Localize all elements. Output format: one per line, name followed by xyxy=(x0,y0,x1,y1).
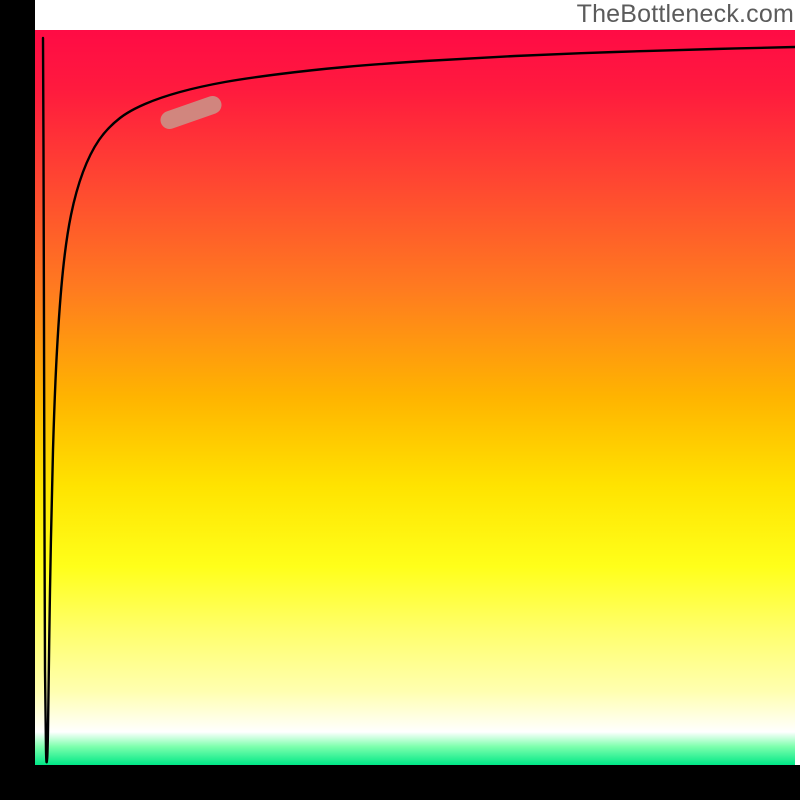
bottleneck-curve-chart xyxy=(0,0,800,800)
axis-left-frame xyxy=(0,0,35,800)
gradient-background xyxy=(35,30,795,765)
axis-bottom-frame xyxy=(0,765,800,800)
chart-stage: TheBottleneck.com xyxy=(0,0,800,800)
